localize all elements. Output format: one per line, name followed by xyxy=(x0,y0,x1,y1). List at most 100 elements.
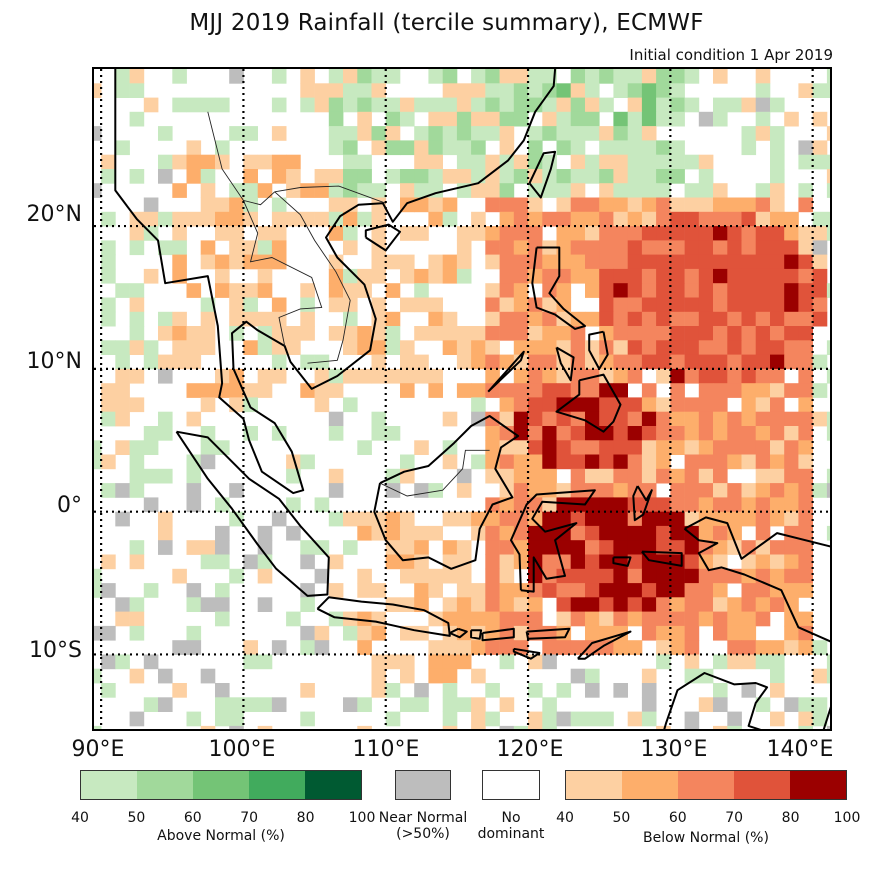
tercile-cell xyxy=(215,497,230,513)
tercile-cell xyxy=(471,97,486,113)
tercile-cell xyxy=(200,254,216,270)
coastline xyxy=(683,516,830,643)
tercile-cell xyxy=(741,611,757,627)
tercile-cell xyxy=(613,426,628,441)
tercile-cell xyxy=(641,111,657,127)
tercile-cell xyxy=(542,440,557,455)
tercile-cell xyxy=(755,583,771,598)
tercile-cell xyxy=(556,326,572,341)
tercile-cell xyxy=(613,69,628,84)
tercile-cell xyxy=(400,568,415,584)
tercile-cell xyxy=(613,611,628,627)
tercile-cell xyxy=(770,240,785,256)
tercile-cell xyxy=(357,611,372,627)
tercile-cell xyxy=(442,411,458,427)
tercile-cell xyxy=(314,568,330,584)
tercile-cell xyxy=(94,625,102,641)
tercile-cell xyxy=(812,283,828,298)
tercile-cell xyxy=(542,97,557,113)
tercile-cell xyxy=(698,411,714,427)
tercile-cell xyxy=(528,611,543,627)
tercile-cell xyxy=(485,354,500,370)
tercile-cell xyxy=(456,697,472,712)
tercile-cell xyxy=(542,254,557,270)
tercile-cell xyxy=(627,340,643,355)
tercile-cell xyxy=(713,397,728,413)
tercile-cell xyxy=(229,483,244,498)
tercile-cell xyxy=(599,554,614,570)
tercile-cell xyxy=(286,169,301,184)
tercile-cell xyxy=(471,340,486,355)
tercile-cell xyxy=(513,483,529,498)
tercile-cell xyxy=(513,111,529,127)
tercile-cell xyxy=(755,197,771,213)
tercile-cell xyxy=(499,411,515,427)
tercile-cell xyxy=(158,525,173,541)
tercile-cell xyxy=(698,254,714,270)
country-border xyxy=(274,191,351,364)
tercile-cell xyxy=(456,568,472,584)
tercile-cell xyxy=(257,540,273,555)
tercile-cell xyxy=(627,126,643,141)
tercile-cell xyxy=(300,383,315,398)
legend-tick: 60 xyxy=(668,810,687,826)
tercile-cell xyxy=(115,411,130,427)
tercile-cell xyxy=(727,326,742,341)
coastline xyxy=(577,630,632,660)
tercile-cell xyxy=(300,97,315,113)
tercile-cell xyxy=(784,583,799,598)
tercile-cell xyxy=(684,240,700,256)
tercile-cell xyxy=(627,711,643,727)
tercile-cell xyxy=(513,625,529,641)
tercile-cell xyxy=(713,69,728,84)
tercile-cell xyxy=(698,668,714,684)
tercile-cell xyxy=(798,568,813,584)
tercile-cell xyxy=(713,554,728,570)
tercile-cell xyxy=(770,368,785,384)
tercile-cell xyxy=(641,440,657,455)
tercile-cell xyxy=(570,268,586,284)
tercile-cell xyxy=(798,583,813,598)
tercile-cell xyxy=(755,697,771,712)
tercile-cell xyxy=(229,254,244,270)
tercile-cell xyxy=(414,368,429,384)
tercile-cell xyxy=(371,326,387,341)
tercile-cell xyxy=(599,511,614,527)
tercile-cell xyxy=(215,140,230,156)
tercile-cell xyxy=(641,511,657,527)
tercile-cell xyxy=(613,211,628,227)
tercile-cell xyxy=(812,254,828,270)
tercile-cell xyxy=(385,169,401,184)
tercile-cell xyxy=(257,268,273,284)
tercile-cell xyxy=(215,97,230,113)
tercile-cell xyxy=(371,354,387,370)
tercile-cell xyxy=(499,83,515,98)
legend-above-swatch xyxy=(249,771,305,799)
tercile-cell xyxy=(713,454,728,470)
tercile-cell xyxy=(271,197,287,213)
tercile-cell xyxy=(684,297,700,313)
tercile-cell xyxy=(471,725,486,729)
tercile-cell xyxy=(428,169,443,184)
tercile-cell xyxy=(456,354,472,370)
tercile-cell xyxy=(343,126,358,141)
tercile-cell xyxy=(528,97,543,113)
tercile-cell xyxy=(200,440,216,455)
tercile-cell xyxy=(357,154,372,170)
tercile-cell xyxy=(186,583,202,598)
tercile-cell xyxy=(770,568,785,584)
tercile-cell xyxy=(741,454,757,470)
tercile-cell xyxy=(641,525,657,541)
tercile-cell xyxy=(314,211,330,227)
tercile-cell xyxy=(371,211,387,227)
tercile-cell xyxy=(129,397,145,413)
tercile-cell xyxy=(328,297,344,313)
tercile-cell xyxy=(670,254,685,270)
tercile-cell xyxy=(143,97,159,113)
tercile-cell xyxy=(385,311,401,327)
tercile-cell xyxy=(371,654,387,670)
tercile-cell xyxy=(385,654,401,670)
tercile-cell xyxy=(570,668,586,684)
tercile-cell xyxy=(456,268,472,284)
tercile-cell xyxy=(713,725,728,729)
